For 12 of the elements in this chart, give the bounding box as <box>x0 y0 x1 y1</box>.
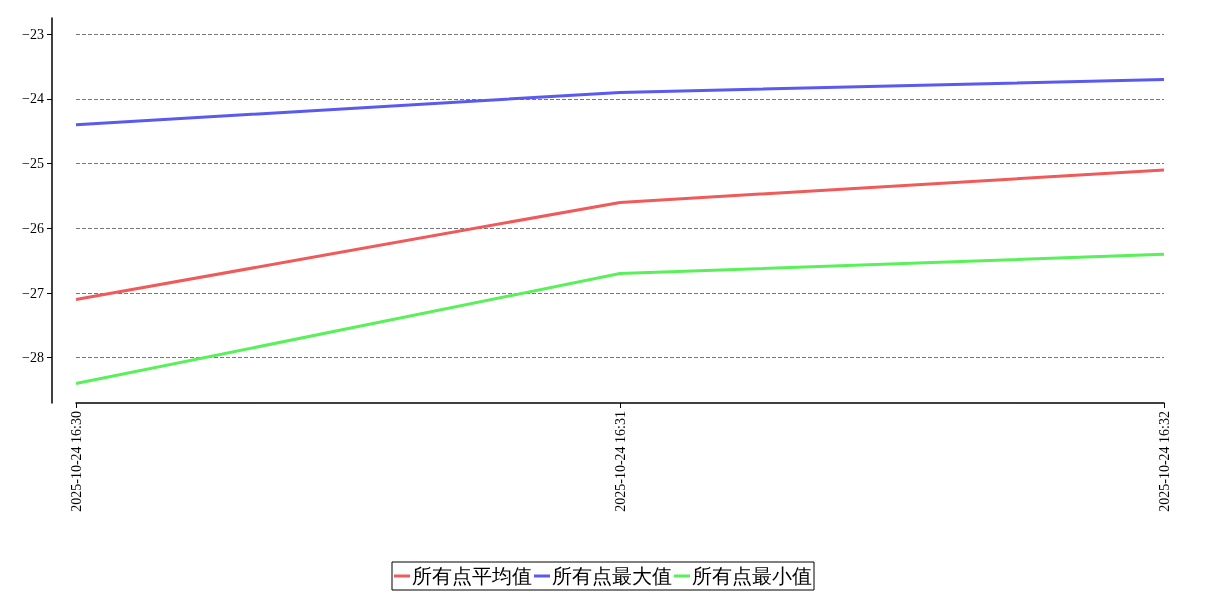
y-tick-label: −28 <box>22 350 44 366</box>
y-tick-label: −25 <box>22 156 44 172</box>
y-tick-label: −24 <box>22 91 44 107</box>
y-tick-label: −27 <box>22 285 44 301</box>
legend-label: 所有点最小值 <box>692 565 812 587</box>
y-tick-label: −23 <box>22 26 44 42</box>
legend-label: 所有点平均值 <box>412 565 532 587</box>
x-tick-label: 2025-10-24 16:31 <box>612 411 628 512</box>
x-tick-label: 2025-10-24 16:30 <box>68 411 84 512</box>
legend-label: 所有点最大值 <box>552 565 672 587</box>
y-tick-label: −26 <box>22 220 44 236</box>
x-tick-label: 2025-10-24 16:32 <box>1156 411 1172 512</box>
